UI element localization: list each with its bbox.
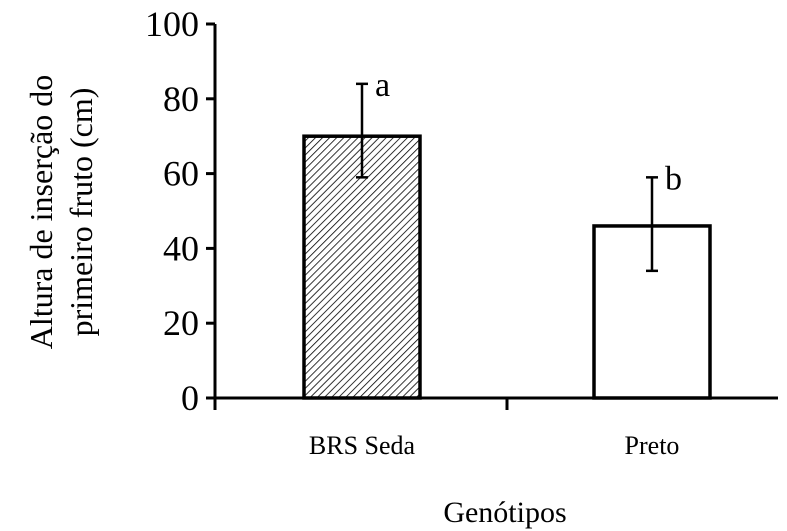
x-tick-label: Preto	[625, 431, 680, 460]
y-tick-label: 100	[145, 4, 199, 44]
axes-layer	[206, 22, 778, 410]
y-tick-label: 40	[163, 228, 199, 268]
error-bar-preto	[646, 176, 658, 273]
y-axis-title-line: primeiro fruto (cm)	[63, 88, 99, 337]
bars-layer	[302, 82, 712, 400]
y-tick-label: 80	[163, 79, 199, 119]
bar-brs-seda	[302, 134, 422, 400]
error-bar-brs-seda	[356, 82, 368, 179]
significance-label-b: b	[665, 160, 682, 197]
y-tick-label: 20	[163, 303, 199, 343]
x-axis-title: Genótipos	[443, 496, 566, 529]
y-tick-label: 0	[181, 378, 199, 418]
y-tick-label: 60	[163, 154, 199, 194]
significance-label-a: a	[375, 67, 390, 104]
y-axis-title: Altura de inserção do primeiro fruto (cm)	[23, 75, 99, 350]
text-layer: a BRS Seda b Preto 0 20 40 60 80 100 Genótipos Altu…	[23, 4, 682, 529]
x-tick-label: BRS Seda	[309, 431, 416, 460]
y-axis-title-line: Altura de inserção do	[23, 75, 59, 350]
